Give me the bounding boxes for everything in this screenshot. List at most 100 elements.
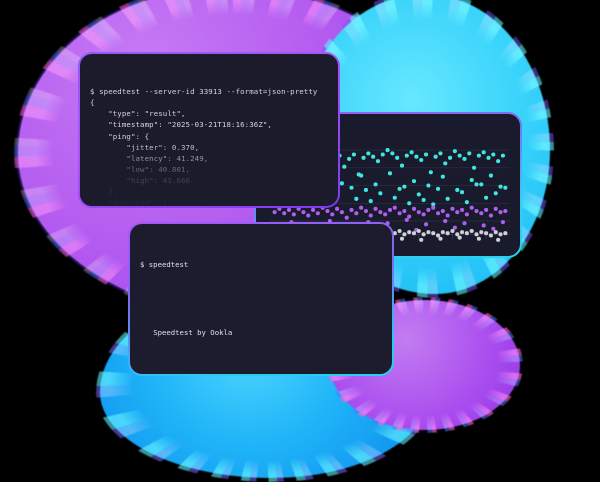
chart-dot (443, 161, 448, 166)
chart-dot (421, 212, 426, 217)
chart-dot (443, 218, 448, 224)
chart-dot (368, 213, 373, 218)
chart-dot (493, 191, 498, 196)
chart-dot (354, 196, 359, 201)
chart-dot (455, 210, 460, 215)
chart-dot (392, 205, 397, 210)
json-line: "type": "result", (90, 109, 186, 119)
chart-series-ping (392, 228, 508, 242)
chart-dot (431, 231, 436, 236)
chart-dot (426, 207, 431, 212)
chart-dot (450, 228, 455, 234)
chart-dot (423, 152, 429, 157)
chart-dot (455, 232, 460, 237)
json-line: { (90, 98, 95, 108)
chart-dot (397, 211, 402, 216)
chart-dot (455, 187, 460, 193)
chart-dot (428, 170, 433, 175)
chart-dot (484, 207, 489, 212)
chart-dot (282, 211, 287, 216)
chart-dot (411, 179, 417, 184)
terminal-window-result[interactable]: $ speedtest Speedtest by Ookla Server: A… (128, 222, 394, 376)
chart-dot (435, 211, 441, 216)
chart-dot (325, 209, 330, 214)
chart-dot (440, 230, 445, 235)
chart-dot (363, 187, 369, 193)
chart-dot (484, 231, 489, 236)
chart-dot (445, 231, 450, 236)
chart-dot (387, 171, 393, 176)
chart-dot (407, 214, 412, 219)
chart-dot (363, 209, 369, 214)
chart-dot (315, 211, 320, 216)
chart-dot (440, 209, 445, 214)
json-line: "ping": { (90, 131, 150, 141)
chart-dot (349, 207, 354, 212)
chart-dot (479, 230, 484, 235)
chart-dot (399, 236, 405, 241)
chart-dot (409, 150, 414, 155)
chart-dot (407, 230, 412, 235)
chart-dot (481, 223, 486, 228)
chart-dot (474, 232, 479, 237)
chart-dot (474, 209, 479, 214)
chart-dot (457, 153, 462, 158)
chart-dot (404, 153, 409, 158)
chart-dot (301, 210, 306, 215)
chart-dot (484, 195, 489, 200)
chart-dot (371, 154, 376, 159)
json-line: "low": 40.801, (90, 164, 191, 174)
chart-dot (435, 186, 441, 191)
chart-dot (500, 220, 506, 225)
chart-dot (464, 212, 469, 217)
chart-dot (469, 205, 474, 210)
chart-dot (330, 212, 335, 217)
chart-dot (416, 210, 421, 215)
chart-dot (496, 159, 501, 164)
chart-dot (411, 231, 417, 236)
chart-dot (272, 210, 277, 215)
chart-dot (306, 213, 311, 218)
chart-dot (464, 200, 469, 205)
chart-series-upload (272, 205, 508, 232)
json-line: "timestamp": "2025-03-21T18:16:36Z", (90, 120, 272, 130)
chart-dot (460, 190, 465, 195)
chart-dot (438, 236, 443, 241)
chart-dot (380, 152, 385, 157)
chart-dot (472, 165, 477, 170)
chart-dot (404, 217, 409, 222)
json-line: "download": { (90, 198, 168, 206)
chart-dot (419, 237, 424, 242)
chart-dot (426, 230, 431, 235)
chart-dot (416, 228, 421, 234)
chart-dot (339, 181, 344, 186)
chart-dot (416, 192, 421, 197)
chart-dot (445, 213, 450, 218)
chart-dot (392, 195, 397, 200)
chart-dot (426, 183, 431, 188)
chart-dot (373, 206, 378, 211)
chart-dot (498, 184, 503, 189)
chart-dot (339, 210, 344, 215)
chart-dot (491, 226, 496, 231)
chart-dot (361, 155, 366, 160)
chart-dot (421, 232, 426, 237)
chart-dot (452, 149, 457, 154)
chart-dot (310, 207, 316, 212)
chart-dot (488, 233, 493, 238)
chart-dot (291, 212, 296, 217)
chart-dot (479, 211, 484, 216)
chart-dot (335, 206, 340, 211)
chart-dot (368, 199, 373, 204)
chart-dot (498, 232, 503, 237)
chart-dot (493, 230, 498, 235)
result-prompt: $ speedtest (140, 259, 189, 269)
terminal-window-json-output[interactable]: $ speedtest --server-id 33913 --format=j… (78, 52, 340, 208)
chart-dot (474, 182, 479, 187)
json-line: }, (90, 187, 118, 197)
json-line: "high": 41.666 (90, 175, 191, 185)
chart-dot (395, 155, 400, 160)
chart-dot (397, 186, 402, 191)
json-line: $ speedtest --server-id 33913 --format=j… (90, 87, 318, 97)
terminal-json-body: $ speedtest --server-id 33913 --format=j… (80, 54, 338, 206)
